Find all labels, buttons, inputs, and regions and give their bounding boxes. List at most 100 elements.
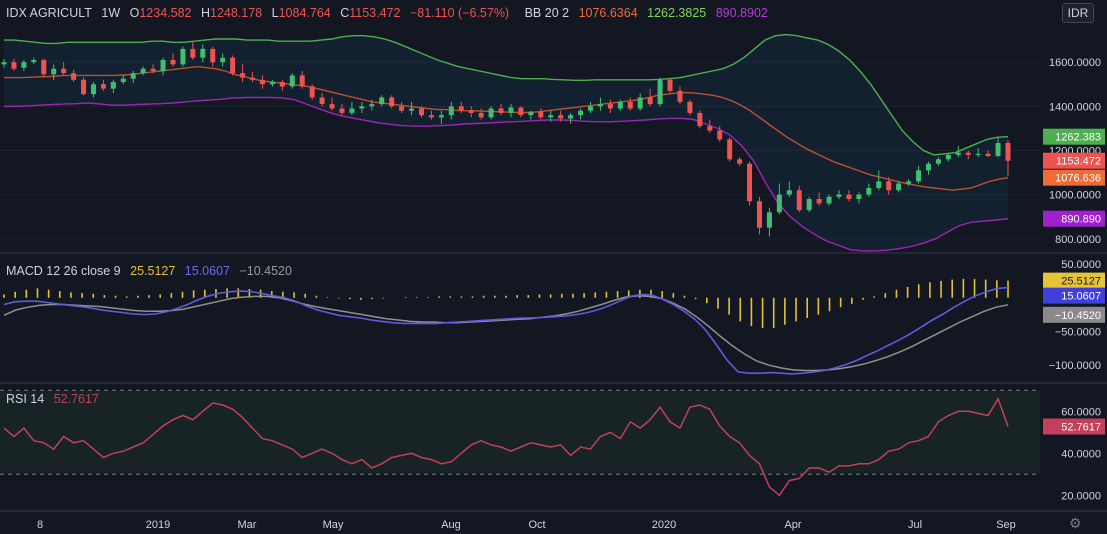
candle-body (945, 154, 951, 160)
candle-body (876, 181, 882, 188)
bb-upper-price-label: 1262.383 (1055, 132, 1101, 144)
candle-body (438, 115, 444, 118)
candle-body (568, 115, 574, 119)
candle-body (279, 82, 285, 87)
candle-body (925, 163, 931, 171)
rsi-y-tick-label: 40.0000 (1061, 448, 1101, 460)
time-axis-label: 8 (37, 519, 43, 531)
candle-body (727, 139, 733, 160)
candle-body (667, 79, 673, 91)
rsi-y-tick-label: 20.0000 (1061, 490, 1101, 502)
high-value: 1248.178 (210, 6, 263, 20)
candle-body (329, 104, 335, 109)
candle-body (856, 194, 862, 200)
candle-body (210, 48, 216, 63)
macd-signal-price-label: −10.4520 (1055, 310, 1101, 322)
candle-body (71, 73, 77, 80)
candle-body (518, 107, 524, 116)
time-axis-label: Oct (528, 519, 545, 531)
bb-basis-line (4, 65, 1009, 191)
candle-body (90, 84, 96, 95)
candle-body (160, 59, 166, 71)
candle-body (399, 106, 405, 111)
bb-lower-value: 890.8902 (715, 6, 768, 20)
candle-body (955, 152, 961, 155)
candle-body (31, 59, 37, 63)
candle-body (100, 84, 106, 89)
candle-body (120, 78, 126, 83)
candle-body (200, 48, 206, 58)
candle-body (578, 110, 584, 116)
candle-body (935, 159, 941, 164)
macd-hist-price-label: 25.5127 (1061, 276, 1101, 288)
open-label: O (129, 6, 140, 20)
candle-body (81, 79, 87, 95)
candle-body (548, 115, 554, 118)
candle-body (965, 152, 971, 155)
candle-body (259, 79, 265, 85)
bb-label[interactable]: BB 20 2 (524, 6, 570, 20)
bb-upper-price-label-bg (1043, 128, 1105, 145)
candle-body (369, 104, 375, 107)
close-price-label-bg (1043, 152, 1105, 169)
bb-basis-value: 1076.6364 (578, 6, 638, 20)
bb-lower-price-label: 890.890 (1061, 214, 1101, 226)
macd-signal-price-label-bg (1043, 306, 1105, 323)
candle-body (478, 112, 484, 118)
candle-body (985, 153, 991, 156)
rsi-label[interactable]: RSI 14 (6, 392, 45, 406)
macd-line (3, 286, 1009, 375)
candle-body (170, 59, 176, 65)
macd-price-label-bg (1043, 287, 1105, 304)
macd-y-tick-label: −100.0000 (1049, 360, 1101, 372)
macd-label[interactable]: MACD 12 26 close 9 (6, 264, 121, 278)
candle-body (289, 75, 295, 87)
candle-body (498, 108, 504, 113)
candle-body (617, 101, 623, 109)
symbol-name[interactable]: IDX AGRICULT (6, 6, 92, 20)
candle-body (349, 108, 355, 113)
candle-body (220, 57, 226, 63)
price-y-tick-label: 1600.0000 (1049, 57, 1101, 69)
candle-body (1005, 142, 1011, 161)
rsi-value: 52.7617 (53, 392, 99, 406)
candle-body (468, 110, 474, 113)
macd-hist-price-label-bg (1043, 272, 1105, 289)
candle-body (995, 142, 1001, 156)
candle-body (687, 101, 693, 113)
price-y-tick-label: 800.0000 (1055, 234, 1101, 246)
candle-body (766, 212, 772, 228)
candle-body (975, 153, 981, 155)
candle-body (299, 75, 305, 87)
candle-body (51, 68, 57, 75)
change-value: −81.110 (−6.57%) (409, 6, 510, 20)
close-value: 1153.472 (349, 6, 401, 20)
candle-body (826, 196, 832, 204)
interval[interactable]: 1W (101, 6, 121, 20)
candle-body (747, 163, 753, 202)
candle-body (697, 112, 703, 127)
time-axis-label: Jul (908, 519, 922, 531)
time-axis-label: 2020 (652, 519, 676, 531)
time-axis-label: Mar (238, 519, 257, 531)
rsi-band-fill (0, 390, 1040, 475)
candle-body (240, 73, 246, 78)
macd-legend: MACD 12 26 close 9 25.5127 15.0607 −10.4… (6, 264, 298, 278)
candle-body (866, 187, 872, 195)
bollinger-band-fill (4, 34, 1008, 251)
rsi-price-label-bg (1043, 418, 1105, 435)
candle-body (607, 104, 613, 109)
settings-gear-icon[interactable]: ⚙ (1069, 515, 1082, 531)
candle-body (906, 181, 912, 184)
high-label: H (200, 6, 211, 20)
candle-body (250, 77, 256, 80)
candle-body (677, 90, 683, 102)
candle-body (419, 108, 425, 116)
candle-body (130, 73, 136, 79)
candle-body (508, 107, 514, 113)
time-axis-label: Apr (784, 519, 801, 531)
candle-body (389, 97, 395, 107)
currency-button[interactable]: IDR (1062, 3, 1094, 23)
bb-upper-line (4, 33, 1009, 156)
candle-body (11, 62, 17, 69)
